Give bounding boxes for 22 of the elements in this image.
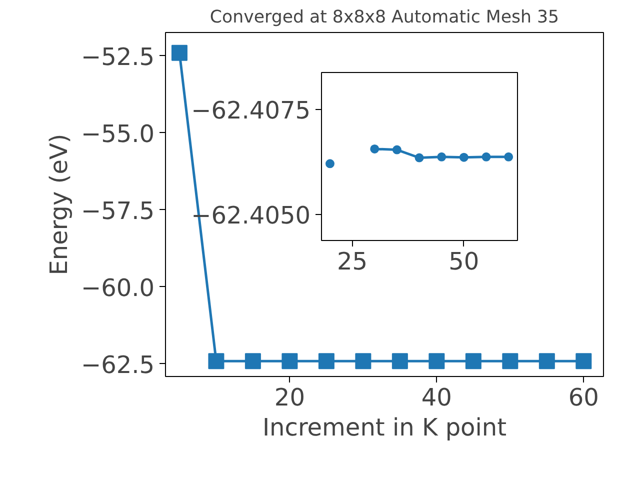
y-tick-label: −60.0 bbox=[80, 274, 154, 302]
y-tick-label: −57.5 bbox=[80, 196, 154, 225]
x-tick-label: 40 bbox=[421, 384, 452, 412]
point bbox=[459, 152, 468, 162]
point bbox=[482, 152, 491, 162]
x-tick-label: 50 bbox=[448, 248, 480, 276]
point bbox=[370, 144, 380, 154]
x-tick-label: 20 bbox=[274, 384, 305, 412]
point bbox=[414, 153, 424, 162]
point bbox=[325, 159, 334, 168]
x-tick-label: 25 bbox=[337, 248, 368, 276]
point bbox=[504, 152, 514, 162]
point bbox=[392, 145, 402, 154]
y-tick-label: −62.4075 bbox=[191, 96, 311, 124]
y-tick-label: −55.0 bbox=[80, 120, 154, 148]
chart-title: Converged at 8x8x8 Automatic Mesh 35 bbox=[210, 8, 560, 28]
x-axis-title: Increment in K point bbox=[262, 414, 507, 442]
y-tick-label: −52.5 bbox=[80, 42, 154, 71]
point bbox=[437, 152, 446, 162]
y-axis-title: Energy (eV) bbox=[44, 134, 73, 276]
y-tick-label: −62.5 bbox=[80, 350, 154, 379]
x-tick-label: 60 bbox=[568, 384, 599, 412]
